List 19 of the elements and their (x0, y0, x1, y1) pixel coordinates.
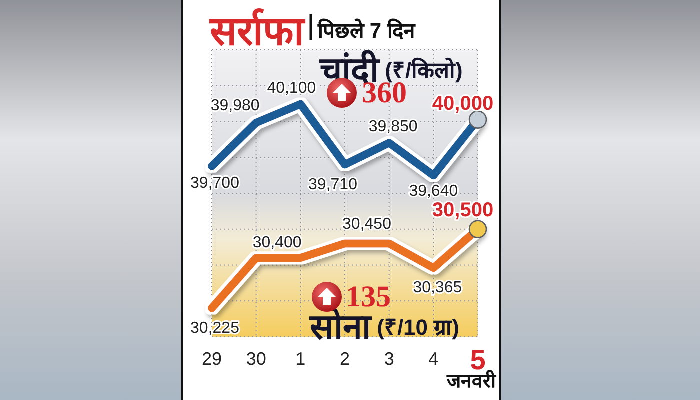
value-label: 39,850 (368, 118, 418, 136)
value-label: 39,640 (409, 183, 458, 200)
subtitle: पिछले 7 दिन (318, 20, 416, 43)
x-tick-label: 4 (428, 349, 439, 369)
value-label: 39,980 (210, 97, 260, 114)
value-label: 39,700 (190, 174, 240, 192)
x-tick-label: 30 (246, 349, 266, 369)
value-label: 30,400 (252, 234, 302, 252)
value-label: 40,000 (432, 92, 494, 115)
x-tick-label: 2 (340, 349, 350, 369)
value-label: 30,365 (413, 280, 462, 297)
value-label: 40,100 (267, 80, 316, 97)
value-label: 39,710 (308, 176, 358, 194)
value-label: 30,450 (342, 216, 392, 234)
x-tick-label: 29 (202, 349, 222, 369)
x-tick-label: 1 (296, 349, 306, 369)
x-tick-label: 3 (384, 349, 394, 369)
title: सर्राफा (210, 10, 304, 54)
value-label: 30,500 (432, 199, 494, 222)
